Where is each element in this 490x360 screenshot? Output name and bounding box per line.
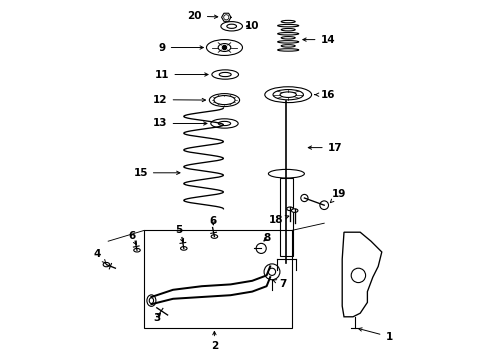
Text: 3: 3: [153, 312, 160, 323]
Text: 7: 7: [273, 279, 287, 289]
Text: 9: 9: [159, 42, 203, 53]
Ellipse shape: [269, 170, 304, 178]
Text: 6: 6: [209, 216, 216, 226]
Text: 12: 12: [153, 95, 205, 105]
Ellipse shape: [180, 247, 187, 250]
Circle shape: [222, 45, 227, 50]
Text: 5: 5: [175, 225, 184, 242]
Bar: [144, 230, 292, 328]
Text: 17: 17: [308, 143, 343, 153]
Text: 10: 10: [245, 21, 259, 31]
Text: 2: 2: [211, 332, 218, 351]
Ellipse shape: [287, 207, 293, 211]
Ellipse shape: [134, 248, 140, 252]
Circle shape: [266, 265, 278, 278]
Text: 13: 13: [153, 118, 207, 129]
Circle shape: [301, 194, 308, 202]
Ellipse shape: [103, 262, 110, 267]
Ellipse shape: [292, 209, 298, 212]
Text: 11: 11: [155, 69, 208, 80]
Ellipse shape: [211, 235, 218, 238]
Text: 8: 8: [263, 233, 270, 243]
Text: 20: 20: [187, 11, 218, 21]
Text: 19: 19: [330, 189, 346, 203]
Circle shape: [256, 243, 266, 253]
Text: 4: 4: [94, 249, 106, 263]
Text: 16: 16: [315, 90, 335, 100]
Ellipse shape: [147, 295, 156, 306]
Circle shape: [264, 264, 280, 280]
Text: 1: 1: [359, 328, 392, 342]
Text: 14: 14: [303, 35, 335, 45]
Text: 15: 15: [133, 168, 180, 178]
Circle shape: [320, 201, 328, 210]
Text: 6: 6: [128, 231, 137, 244]
Text: 18: 18: [269, 215, 289, 225]
